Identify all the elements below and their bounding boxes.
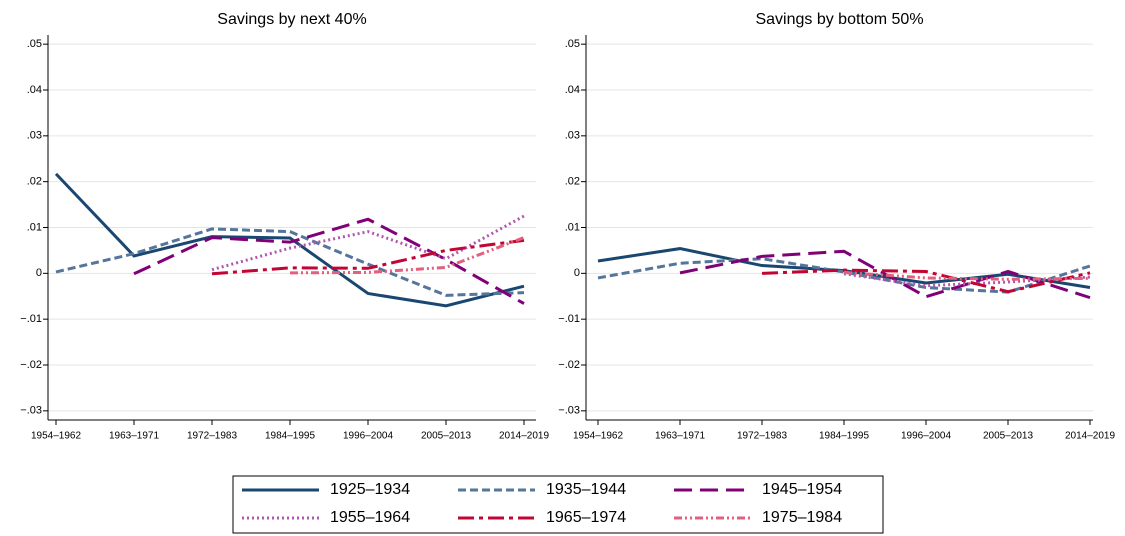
y-tick-label: −.03 xyxy=(558,405,580,417)
y-tick-label: .02 xyxy=(27,176,42,188)
series-line xyxy=(679,249,1091,300)
x-tick-label: 1963–1971 xyxy=(655,431,705,442)
chart-title: Savings by bottom 50% xyxy=(755,11,923,28)
y-tick-label: .05 xyxy=(565,38,580,50)
x-tick-label: 1963–1971 xyxy=(109,431,159,442)
x-tick-label: 1984–1995 xyxy=(265,431,315,442)
y-tick-label: .04 xyxy=(565,84,580,96)
y-tick-label: .02 xyxy=(565,176,580,188)
y-tick-label: 0 xyxy=(36,267,42,279)
series-line xyxy=(597,247,1091,290)
y-tick-label: .05 xyxy=(27,38,42,50)
series-line xyxy=(289,236,525,275)
x-tick-label: 1972–1983 xyxy=(737,431,787,442)
series-line xyxy=(211,214,525,272)
y-tick-label: .01 xyxy=(565,221,580,233)
y-tick-label: .01 xyxy=(27,221,42,233)
series-line xyxy=(843,270,1091,281)
y-tick-label: .03 xyxy=(27,130,42,142)
legend-label: 1925–1934 xyxy=(330,481,410,498)
legend-box xyxy=(232,475,884,534)
series-line xyxy=(133,217,525,305)
y-tick-label: 0 xyxy=(574,267,580,279)
series-line xyxy=(761,268,1091,294)
y-tick-label: −.03 xyxy=(20,405,42,417)
legend-label: 1945–1954 xyxy=(762,481,842,498)
x-tick-label: 2005–2013 xyxy=(983,431,1033,442)
y-tick-label: −.01 xyxy=(558,313,580,325)
x-tick-label: 1984–1995 xyxy=(819,431,869,442)
x-tick-label: 1954–1962 xyxy=(573,431,623,442)
x-tick-label: 1954–1962 xyxy=(31,431,81,442)
x-tick-label: 2005–2013 xyxy=(421,431,471,442)
y-tick-label: .04 xyxy=(27,84,42,96)
y-tick-label: −.02 xyxy=(20,359,42,371)
y-tick-label: −.01 xyxy=(20,313,42,325)
x-tick-label: 1996–2004 xyxy=(901,431,951,442)
x-tick-label: 2014–2019 xyxy=(1065,431,1115,442)
x-tick-label: 1996–2004 xyxy=(343,431,393,442)
y-tick-label: .03 xyxy=(565,130,580,142)
series-line xyxy=(211,238,525,276)
legend-label: 1935–1944 xyxy=(546,481,626,498)
legend-label: 1975–1984 xyxy=(762,509,842,526)
series-line xyxy=(54,172,525,308)
x-tick-label: 1972–1983 xyxy=(187,431,237,442)
series-line xyxy=(55,227,525,297)
x-tick-label: 2014–2019 xyxy=(499,431,549,442)
legend-label: 1965–1974 xyxy=(546,509,626,526)
legend-label: 1955–1964 xyxy=(330,509,410,526)
chart-title: Savings by next 40% xyxy=(217,11,366,28)
y-tick-label: −.02 xyxy=(558,359,580,371)
